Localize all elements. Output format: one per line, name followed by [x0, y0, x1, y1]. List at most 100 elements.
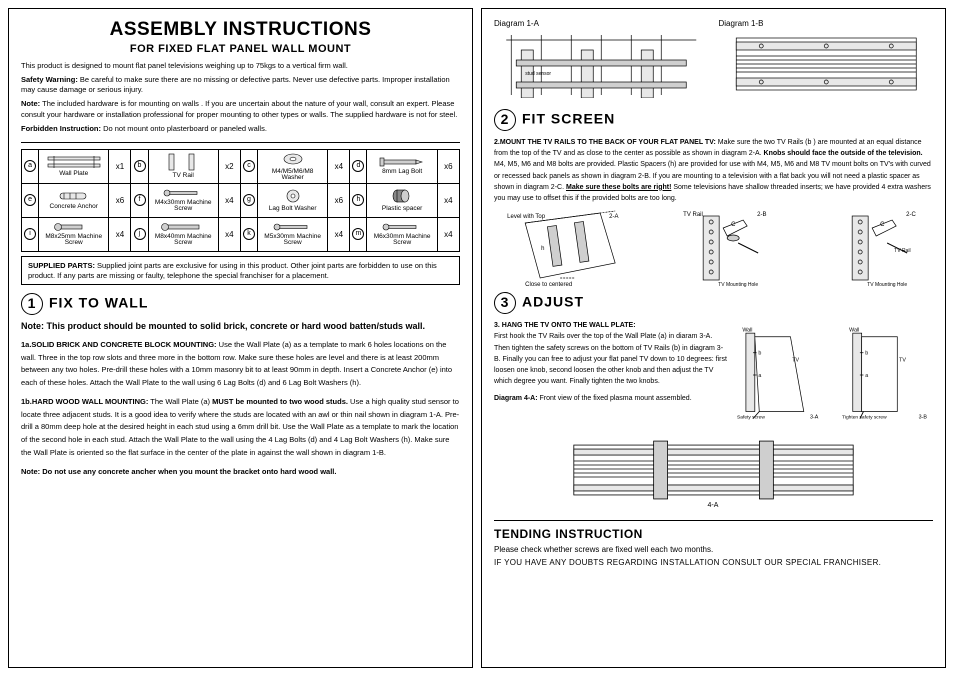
part-qty: x6: [328, 183, 350, 217]
parts-row: iM8x25mm Machine Screwx4jM8x40mm Machine…: [22, 217, 460, 251]
adjust-text-col: 3. HANG THE TV ONTO THE WALL PLATE: First…: [494, 320, 729, 435]
tending-section: TENDING INSTRUCTION Please check whether…: [494, 520, 933, 567]
step3-number: 3: [494, 292, 516, 314]
step1b-text1: The Wall Plate (a): [148, 397, 210, 406]
step3-body: 3. HANG THE TV ONTO THE WALL PLATE: First…: [494, 320, 729, 387]
step3-label: 3. HANG THE TV ONTO THE WALL PLATE:: [494, 322, 636, 329]
part-cell: M5x30mm Machine Screw: [258, 217, 328, 251]
dia-2b-label: 2-B: [757, 212, 766, 218]
diagram-1a-svg: stud sensor: [494, 30, 709, 98]
diagram-1b-label: Diagram 1-B: [719, 19, 934, 28]
safety-3a: Safety screw: [737, 415, 765, 421]
step1b: 1b.HARD WOOD WALL MOUNTING: The Wall Pla…: [21, 396, 460, 460]
left-page: ASSEMBLY INSTRUCTIONS FOR FIXED FLAT PAN…: [8, 8, 473, 668]
diagram-1a-box: Diagram 1-A stud sensor: [494, 19, 709, 103]
part-qty: x6: [109, 183, 131, 217]
hole-2b: TV Mounting Hole: [718, 282, 758, 288]
diagram-1a-label: Diagram 1-A: [494, 19, 709, 28]
diagram-1b-box: Diagram 1-B: [719, 19, 934, 103]
part-cell: 8mm Lag Bolt: [367, 149, 437, 183]
step2-label: 2.MOUNT THE TV RAILS TO THE BACK OF YOUR…: [494, 139, 716, 146]
step3-text: First hook the TV Rails over the top of …: [494, 333, 727, 385]
step2-knobs: Knobs should face the outside of the tel…: [764, 150, 923, 157]
a-3a: a: [758, 373, 761, 379]
a-3b: a: [865, 373, 868, 379]
part-cell: Plastic spacer: [367, 183, 437, 217]
c-label-2b: C: [731, 222, 736, 228]
parts-table: aWall Platex1bTV Railx2cM4/M5/M6/M8 Wash…: [21, 149, 460, 252]
part-cell: Concrete Anchor: [39, 183, 109, 217]
step1-heading: 1 FIX TO WALL: [21, 293, 460, 315]
part-qty: x1: [109, 149, 131, 183]
dia-2c-label: 2-C: [906, 212, 916, 218]
step2-body: 2.MOUNT THE TV RAILS TO THE BACK OF YOUR…: [494, 137, 933, 204]
part-letter: m: [350, 217, 367, 251]
part-letter: f: [131, 183, 148, 217]
parts-row: eConcrete Anchorx6fM4x30mm Machine Screw…: [22, 183, 460, 217]
tending-bold: IF YOU HAVE ANY DOUBTS REGARDING INSTALL…: [494, 558, 933, 567]
note-label: Note:: [21, 99, 40, 108]
step3-heading: 3 ADJUST: [494, 292, 933, 314]
diagram-2a: Level with Top 2-A Close to centered h: [494, 208, 636, 288]
part-cell: M8x40mm Machine Screw: [148, 217, 218, 251]
step1a: 1a.SOLID BRICK AND CONCRETE BLOCK MOUNTI…: [21, 339, 460, 390]
part-cell: M4x30mm Machine Screw: [148, 183, 218, 217]
tvrail-2b: TV Rail: [683, 212, 703, 218]
part-letter: d: [350, 149, 367, 183]
parts-row: aWall Platex1bTV Railx2cM4/M5/M6/M8 Wash…: [22, 149, 460, 183]
step1-foot-text: Note: Do not use any concrete ancher whe…: [21, 467, 336, 476]
step1-title: FIX TO WALL: [49, 295, 148, 311]
dia4-caption: Diagram 4-A: Front view of the fixed pla…: [494, 393, 729, 404]
close-label: Close to centered: [525, 282, 572, 288]
step2-bolts-label: Make sure these bolts are right!: [566, 184, 671, 191]
supplied-parts-box: SUPPLIED PARTS: Supplied joint parts are…: [21, 256, 460, 286]
part-letter: c: [240, 149, 257, 183]
part-letter: i: [22, 217, 39, 251]
dia4a-cap: 4-A: [708, 502, 719, 509]
dia4-label: Diagram 4-A:: [494, 395, 538, 402]
forbid-text: Do not mount onto plasterboard or panele…: [101, 124, 267, 133]
step1b-must: MUST be mounted to two wood studs.: [210, 397, 348, 406]
part-qty: x4: [328, 217, 350, 251]
dia4-text: Front view of the fixed plasma mount ass…: [538, 395, 692, 402]
tighten-3b: Tighten safety screw: [842, 415, 887, 421]
part-qty: x6: [437, 149, 459, 183]
note-text: The included hardware is for mounting on…: [21, 99, 457, 118]
diagram-1-row: Diagram 1-A stud sensor Diagram 1-B: [494, 19, 933, 103]
note-line: Note: The included hardware is for mount…: [21, 99, 460, 119]
intro-line: This product is designed to mount flat p…: [21, 61, 460, 71]
part-cell: Lag Bolt Washer: [258, 183, 328, 217]
d3a-label: 3-A: [810, 415, 819, 421]
adjust-dia-col: Wall TV b a Safety screw 3-A Wall TV b a…: [737, 320, 933, 435]
step3-title: ADJUST: [522, 294, 584, 310]
part-qty: x4: [328, 149, 350, 183]
diagram-1b-svg: [719, 30, 934, 98]
step2-title: FIT SCREEN: [522, 111, 615, 127]
part-qty: x2: [218, 149, 240, 183]
safety-warning: Safety Warning: Be careful to make sure …: [21, 75, 460, 95]
subtitle: FOR FIXED FLAT PANEL WALL MOUNT: [21, 43, 460, 55]
forbidden-line: Forbidden Instruction: Do not mount onto…: [21, 124, 460, 134]
intro-box: This product is designed to mount flat p…: [21, 61, 460, 143]
part-letter: h: [350, 183, 367, 217]
part-cell: M6x30mm Machine Screw: [367, 217, 437, 251]
step2-heading: 2 FIT SCREEN: [494, 109, 933, 131]
step2-number: 2: [494, 109, 516, 131]
wall-3b: Wall: [849, 327, 859, 333]
part-letter: b: [131, 149, 148, 183]
b-3a: b: [758, 351, 761, 357]
part-cell: TV Rail: [148, 149, 218, 183]
part-letter: j: [131, 217, 148, 251]
tv-3a: TV: [792, 358, 799, 364]
stud-label: stud sensor: [525, 71, 551, 77]
wall-3a: Wall: [742, 327, 752, 333]
part-qty: x4: [218, 183, 240, 217]
part-cell: Wall Plate: [39, 149, 109, 183]
part-qty: x4: [218, 217, 240, 251]
tending-p: Please check whether screws are fixed we…: [494, 545, 933, 554]
forbid-label: Forbidden Instruction:: [21, 124, 101, 133]
step1-note: Note: This product should be mounted to …: [21, 321, 460, 333]
hole-2c: TV Mounting Hole: [867, 282, 907, 288]
tending-title: TENDING INSTRUCTION: [494, 527, 933, 541]
step1-number: 1: [21, 293, 43, 315]
